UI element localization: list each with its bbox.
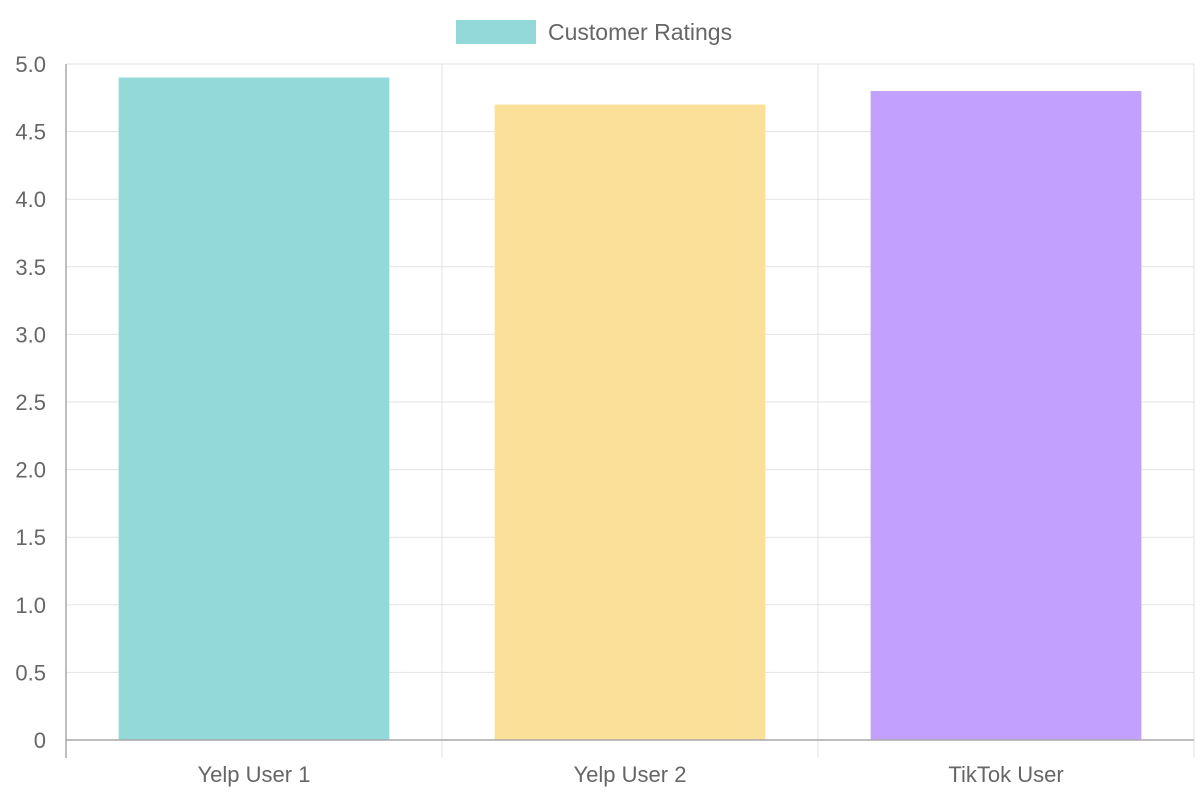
- y-tick-label: 1.5: [15, 525, 46, 550]
- x-axis-labels: Yelp User 1 Yelp User 2 TikTok User: [198, 762, 1064, 787]
- bars: [118, 77, 1142, 741]
- y-tick-label: 5.0: [15, 52, 46, 77]
- y-tick-label: 4.0: [15, 187, 46, 212]
- y-tick-label: 3.5: [15, 255, 46, 280]
- legend[interactable]: Customer Ratings: [456, 19, 732, 45]
- bar-yelp-user-1[interactable]: [118, 77, 390, 740]
- axes: [65, 64, 1194, 758]
- x-tick-label: Yelp User 2: [574, 762, 687, 787]
- y-tick-label: 2.5: [15, 390, 46, 415]
- y-tick-label: 4.5: [15, 120, 46, 145]
- x-tick-label: Yelp User 1: [198, 762, 311, 787]
- legend-label[interactable]: Customer Ratings: [548, 19, 732, 45]
- y-tick-label: 3.0: [15, 322, 46, 347]
- y-axis-ticks: 0 0.5 1.0 1.5 2.0 2.5 3.0 3.5 4.0 4.5 5.0: [15, 52, 46, 753]
- y-tick-label: 2.0: [15, 458, 46, 483]
- y-tick-label: 1.0: [15, 593, 46, 618]
- y-tick-label: 0.5: [15, 660, 46, 685]
- bar-yelp-user-2[interactable]: [494, 104, 766, 740]
- legend-swatch[interactable]: [456, 20, 536, 44]
- x-tick-label: TikTok User: [948, 762, 1063, 787]
- bar-tiktok-user[interactable]: [870, 91, 1142, 741]
- y-tick-label: 0: [34, 728, 46, 753]
